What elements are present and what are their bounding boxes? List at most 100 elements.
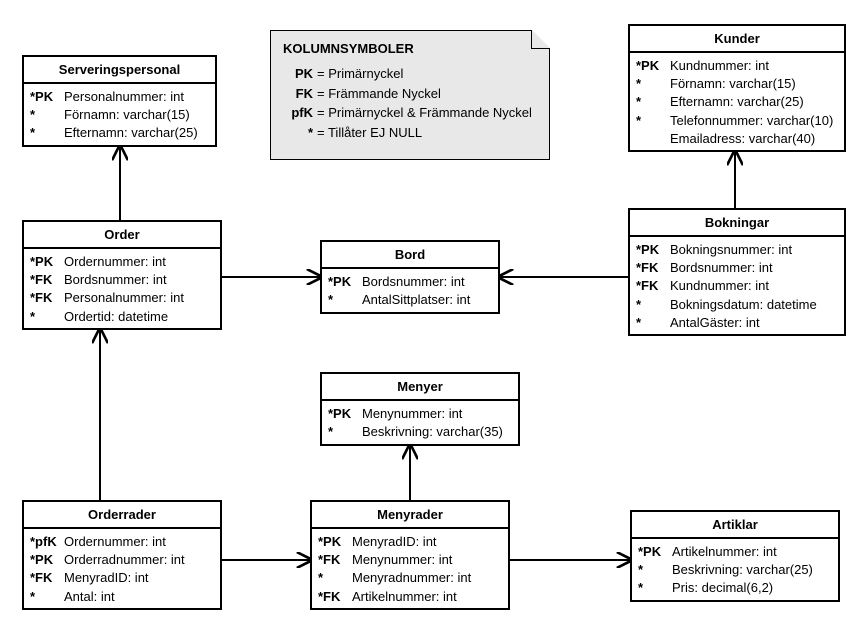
attr-modifier: * (318, 569, 352, 587)
legend-value: = Tillåter EJ NULL (317, 123, 537, 143)
attr-name: Personalnummer: int (64, 289, 214, 307)
attr-row: *FKPersonalnummer: int (30, 289, 214, 307)
legend-title: KOLUMNSYMBOLER (283, 41, 537, 56)
attr-modifier: *PK (30, 253, 64, 271)
attr-name: Menynummer: int (352, 551, 502, 569)
attr-modifier: * (636, 112, 670, 130)
attr-row: *Ordertid: datetime (30, 308, 214, 326)
legend-value: = Primärnyckel & Främmande Nyckel (317, 103, 537, 123)
attr-row: Emailadress: varchar(40) (636, 130, 838, 148)
legend-value: = Primärnyckel (317, 64, 537, 84)
entity-title: Menyer (322, 374, 518, 401)
attr-row: *Beskrivning: varchar(35) (328, 423, 512, 441)
attr-row: *FKArtikelnummer: int (318, 588, 502, 606)
attr-row: *PKKundnummer: int (636, 57, 838, 75)
attr-row: *Antal: int (30, 588, 214, 606)
attr-name: Telefonnummer: varchar(10) (670, 112, 838, 130)
attr-name: Artikelnummer: int (352, 588, 502, 606)
attr-modifier: * (328, 291, 362, 309)
legend-fold-icon (531, 30, 550, 49)
entity-order: Order*PKOrdernummer: int*FKBordsnummer: … (22, 220, 222, 330)
attr-modifier: *FK (30, 569, 64, 587)
attr-row: *FKMenynummer: int (318, 551, 502, 569)
attr-modifier: * (30, 106, 64, 124)
entity-body: *PKKundnummer: int*Förnamn: varchar(15)*… (630, 53, 844, 152)
attr-row: *Bokningsdatum: datetime (636, 296, 838, 314)
attr-modifier: * (30, 308, 64, 326)
attr-modifier: *PK (636, 57, 670, 75)
entity-body: *PKBokningsnummer: int*FKBordsnummer: in… (630, 237, 844, 336)
attr-row: *PKMenynummer: int (328, 405, 512, 423)
legend-row: FK= Främmande Nyckel (283, 84, 537, 104)
attr-name: Orderradnummer: int (64, 551, 214, 569)
attr-name: Antal: int (64, 588, 214, 606)
entity-body: *pfKOrdernummer: int*PKOrderradnummer: i… (24, 529, 220, 610)
attr-modifier: *FK (636, 259, 670, 277)
entity-title: Serveringspersonal (24, 57, 215, 84)
entity-kunder: Kunder*PKKundnummer: int*Förnamn: varcha… (628, 24, 846, 152)
entity-title: Bokningar (630, 210, 844, 237)
entity-artiklar: Artiklar*PKArtikelnummer: int*Beskrivnin… (630, 510, 840, 602)
attr-name: Beskrivning: varchar(35) (362, 423, 512, 441)
attr-name: AntalGäster: int (670, 314, 838, 332)
attr-name: Efternamn: varchar(25) (670, 93, 838, 111)
attr-name: Efternamn: varchar(25) (64, 124, 209, 142)
legend-key: FK (283, 84, 317, 104)
attr-name: Bordsnummer: int (64, 271, 214, 289)
attr-name: Artikelnummer: int (672, 543, 832, 561)
legend-value: = Främmande Nyckel (317, 84, 537, 104)
attr-modifier: *FK (636, 277, 670, 295)
entity-title: Menyrader (312, 502, 508, 529)
legend-row: pfK= Primärnyckel & Främmande Nyckel (283, 103, 537, 123)
attr-row: *Menyradnummer: int (318, 569, 502, 587)
attr-modifier: * (636, 314, 670, 332)
attr-row: *PKMenyradID: int (318, 533, 502, 551)
attr-name: Kundnummer: int (670, 57, 838, 75)
attr-name: Menynummer: int (362, 405, 512, 423)
legend-row: PK= Primärnyckel (283, 64, 537, 84)
attr-modifier: *PK (30, 88, 64, 106)
attr-row: *Förnamn: varchar(15) (636, 75, 838, 93)
attr-modifier: *FK (318, 588, 352, 606)
attr-modifier: *PK (636, 241, 670, 259)
legend-row: *= Tillåter EJ NULL (283, 123, 537, 143)
attr-modifier: *pfK (30, 533, 64, 551)
attr-name: Emailadress: varchar(40) (670, 130, 838, 148)
entity-bokningar: Bokningar*PKBokningsnummer: int*FKBordsn… (628, 208, 846, 336)
attr-name: Pris: decimal(6,2) (672, 579, 832, 597)
attr-row: *Efternamn: varchar(25) (30, 124, 209, 142)
entity-body: *PKArtikelnummer: int*Beskrivning: varch… (632, 539, 838, 602)
attr-row: *Beskrivning: varchar(25) (638, 561, 832, 579)
attr-name: Bordsnummer: int (362, 273, 492, 291)
legend-key: PK (283, 64, 317, 84)
attr-row: *Telefonnummer: varchar(10) (636, 112, 838, 130)
attr-name: Ordernummer: int (64, 533, 214, 551)
attr-modifier: * (30, 588, 64, 606)
attr-modifier: *FK (30, 289, 64, 307)
attr-modifier: * (30, 124, 64, 142)
entity-title: Kunder (630, 26, 844, 53)
attr-modifier (636, 130, 670, 148)
entity-menyer: Menyer*PKMenynummer: int*Beskrivning: va… (320, 372, 520, 446)
attr-row: *AntalGäster: int (636, 314, 838, 332)
diagram-canvas: KOLUMNSYMBOLER PK= PrimärnyckelFK= Främm… (0, 0, 865, 628)
attr-name: Förnamn: varchar(15) (670, 75, 838, 93)
attr-row: *PKBordsnummer: int (328, 273, 492, 291)
attr-row: *PKPersonalnummer: int (30, 88, 209, 106)
attr-modifier: *FK (318, 551, 352, 569)
attr-row: *FKKundnummer: int (636, 277, 838, 295)
entity-menyrader: Menyrader*PKMenyradID: int*FKMenynummer:… (310, 500, 510, 610)
attr-row: *PKOrderradnummer: int (30, 551, 214, 569)
attr-modifier: *FK (30, 271, 64, 289)
attr-row: *PKArtikelnummer: int (638, 543, 832, 561)
entity-body: *PKMenynummer: int*Beskrivning: varchar(… (322, 401, 518, 445)
attr-modifier: * (638, 579, 672, 597)
attr-name: Bordsnummer: int (670, 259, 838, 277)
entity-body: *PKPersonalnummer: int*Förnamn: varchar(… (24, 84, 215, 147)
attr-name: Kundnummer: int (670, 277, 838, 295)
attr-row: *FKMenyradID: int (30, 569, 214, 587)
entity-title: Orderrader (24, 502, 220, 529)
attr-row: *FKBordsnummer: int (30, 271, 214, 289)
attr-name: Förnamn: varchar(15) (64, 106, 209, 124)
attr-modifier: *PK (328, 273, 362, 291)
